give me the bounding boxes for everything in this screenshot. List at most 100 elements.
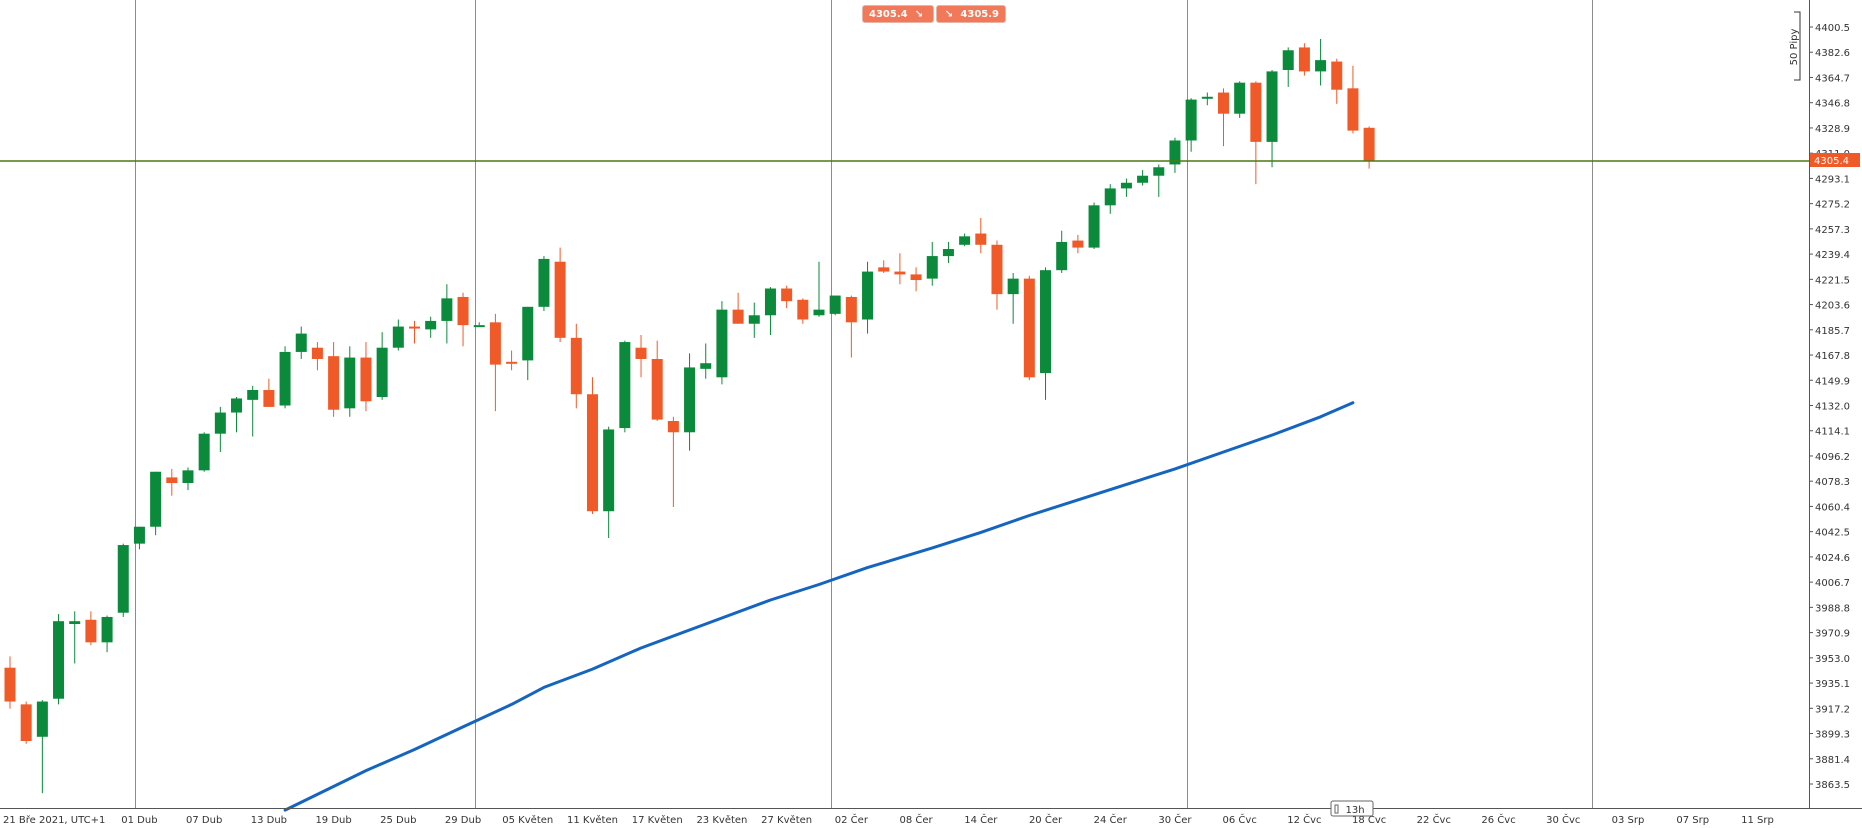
candle-up [247, 386, 258, 437]
candle-body [134, 527, 145, 544]
y-tick-label: 3953.0 [1815, 654, 1850, 665]
candle-down [312, 342, 323, 370]
y-tick-label: 4060.4 [1815, 502, 1850, 513]
candle-body [571, 338, 582, 394]
y-tick-label: 4257.3 [1815, 225, 1850, 236]
x-tick-label: 19 Dub [315, 815, 351, 826]
moving-average-line [285, 403, 1353, 810]
y-tick-label: 3881.4 [1815, 755, 1850, 766]
candle-up [765, 287, 776, 335]
candle-up [1153, 164, 1164, 196]
y-tick-label: 4185.7 [1815, 326, 1850, 337]
candle-body [846, 297, 857, 322]
y-tick-label: 4275.2 [1815, 200, 1850, 211]
candle-up [344, 346, 355, 416]
x-tick-label: 30 Čvc [1546, 813, 1580, 826]
candle-up [296, 327, 307, 359]
candle-up [1056, 231, 1067, 273]
candle-body [377, 348, 388, 397]
x-tick-label: 20 Čer [1029, 813, 1063, 826]
candle-body [522, 307, 533, 361]
candle-down [458, 293, 469, 347]
candles [5, 39, 1375, 793]
candle-body [862, 272, 873, 320]
candle-down [571, 324, 582, 409]
candle-down [21, 702, 32, 744]
candle-up [830, 296, 841, 316]
candle-down [797, 298, 808, 323]
y-tick-label: 4167.8 [1815, 351, 1850, 362]
y-tick-label: 4364.7 [1815, 73, 1850, 84]
y-tick-label: 3970.9 [1815, 629, 1850, 640]
x-tick-label: 23 Květen [696, 814, 747, 826]
x-tick-label: 24 Čer [1094, 813, 1128, 826]
arrow-down-right-icon: ↘ [939, 6, 959, 24]
candle-body [102, 617, 113, 642]
candle-down [360, 342, 371, 411]
candle-body [474, 325, 485, 327]
x-tick-label: 26 Čvc [1481, 813, 1515, 826]
candle-down [846, 296, 857, 358]
candle-down [409, 321, 420, 344]
candle-down [5, 656, 16, 708]
candle-body [5, 668, 16, 702]
candle-up [1267, 70, 1278, 167]
y-tick-label: 4078.3 [1815, 477, 1850, 488]
candle-body [797, 300, 808, 320]
candle-up [37, 700, 48, 793]
candle-down [652, 341, 663, 421]
candle-body [1121, 183, 1132, 189]
candle-body [344, 358, 355, 409]
candle-down [781, 286, 792, 309]
candle-down [1024, 276, 1035, 380]
candle-body [716, 310, 727, 378]
candle-body [21, 704, 32, 741]
buy-price-value: 4305.9 [960, 6, 999, 24]
candle-down [1347, 66, 1358, 134]
x-tick-label: 08 Čer [900, 813, 934, 826]
candle-up [943, 242, 954, 263]
candle-up [150, 472, 161, 535]
x-tick-label: 02 Čer [835, 813, 869, 826]
candle-up [749, 303, 760, 338]
candle-up [1089, 203, 1100, 250]
candle-up [1234, 81, 1245, 118]
candle-down [85, 611, 96, 645]
y-tick-label: 3863.5 [1815, 780, 1850, 791]
y-tick-label: 4132.0 [1815, 402, 1850, 413]
candle-body [458, 297, 469, 325]
candle-body [636, 348, 647, 359]
buy-price-badge[interactable]: ↘ 4305.9 [936, 5, 1006, 23]
x-tick-label: 06 Čvc [1223, 813, 1257, 826]
time-marker-label: 13h [1345, 805, 1364, 816]
candle-up [1137, 170, 1148, 186]
x-tick-label: 11 Srp [1741, 815, 1774, 826]
candle-body [1089, 205, 1100, 247]
candle-down [1218, 88, 1229, 146]
candle-body [328, 356, 339, 410]
candle-down [636, 335, 647, 377]
candle-body [231, 398, 242, 412]
candle-body [991, 245, 1002, 294]
candle-body [490, 322, 501, 364]
candle-up [53, 614, 64, 704]
candle-up [1315, 39, 1326, 86]
candle-down [587, 377, 598, 514]
candle-body [975, 234, 986, 245]
candle-body [425, 321, 436, 329]
arrow-down-right-icon: ↘ [909, 6, 929, 24]
candle-down [1250, 81, 1261, 184]
candle-body [1137, 176, 1148, 183]
sell-price-badge[interactable]: 4305.4 ↘ [862, 5, 934, 23]
y-tick-label: 4221.5 [1815, 275, 1850, 286]
candle-up [69, 611, 80, 663]
y-tick-label: 4239.4 [1815, 250, 1850, 261]
sell-price-value: 4305.4 [869, 6, 908, 24]
y-tick-label: 4042.5 [1815, 528, 1850, 539]
overlays: 50 Pipy 4305.4 13h [1331, 12, 1860, 816]
candle-down [975, 218, 986, 253]
candle-body [1202, 97, 1213, 99]
x-tick-label: 03 Srp [1612, 815, 1645, 826]
candle-body [166, 477, 177, 483]
